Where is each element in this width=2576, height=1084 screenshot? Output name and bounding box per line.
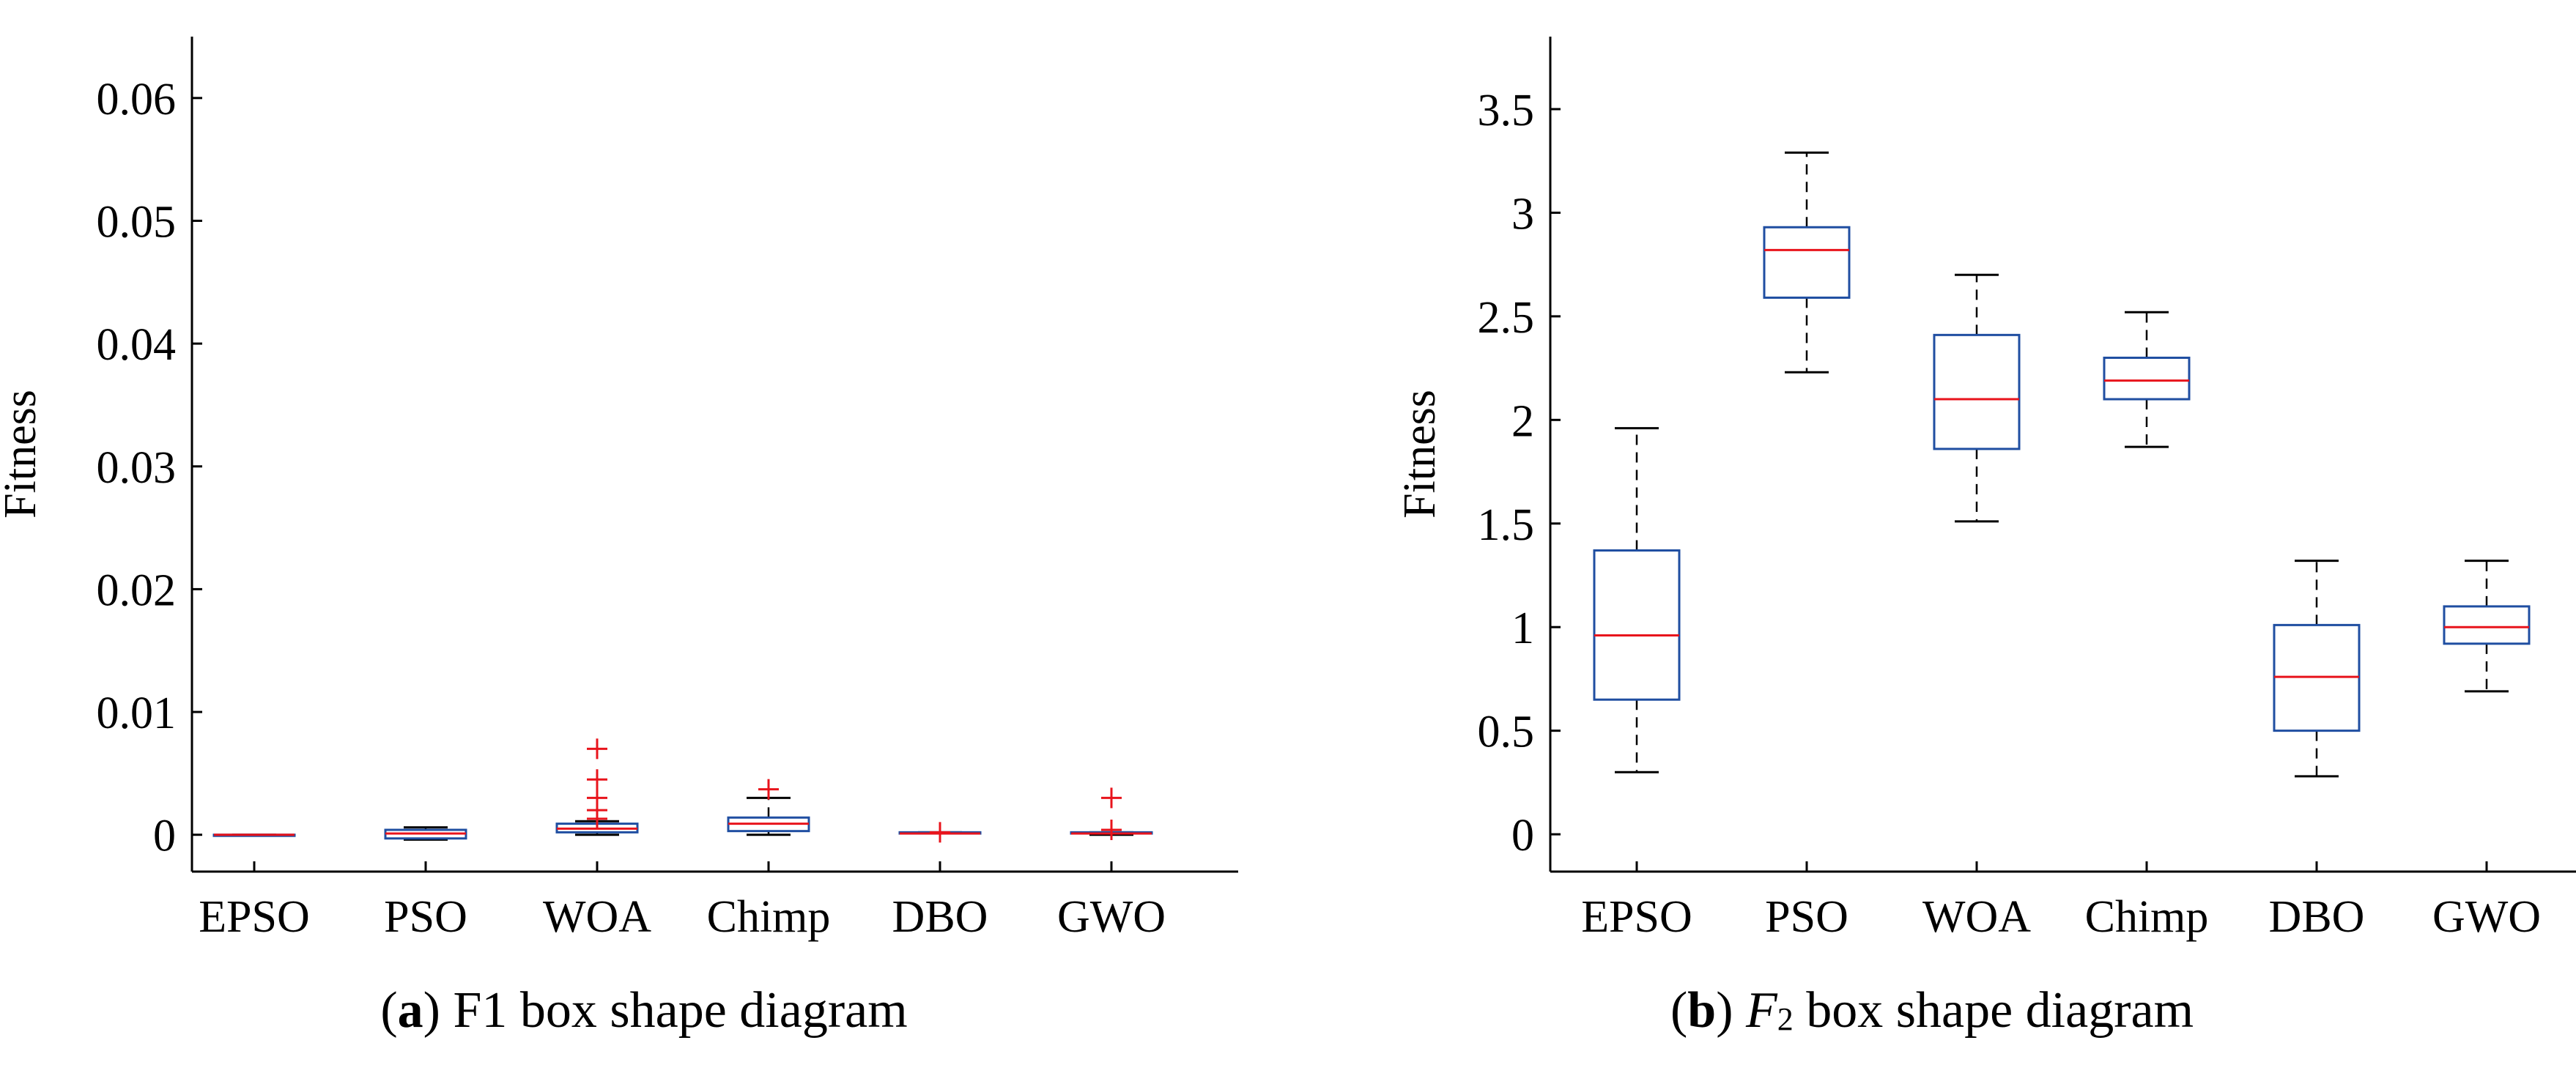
chart-b-x-tick-label: Chimp <box>2085 892 2209 942</box>
chart-a-outlier <box>587 738 607 760</box>
chart-a-y-axis-label: Fitness <box>0 390 45 519</box>
chart-b-y-tick-label: 3 <box>1511 189 1534 239</box>
caption-a-letter: a <box>397 982 423 1039</box>
chart-b-svg: 0 0.5 1 1.5 2 2.5 3 3.5 Fitness EPSO PSO WOA Chimp DB… <box>1395 37 2576 942</box>
chart-a-x-tick-label: Chimp <box>707 892 831 942</box>
caption-b-symbol: F <box>1746 982 1777 1039</box>
panel-a: 0 0.01 0.02 0.03 0.04 0.05 0.06 Fitness EPSO PSO W… <box>0 37 1238 1039</box>
chart-b-y-tick-label: 3.5 <box>1478 86 1535 136</box>
chart-a-outlier <box>1101 820 1122 840</box>
chart-a-x-tick-label: EPSO <box>199 892 310 942</box>
chart-a-x-tick-label: GWO <box>1057 892 1166 942</box>
chart-b-x-tick-label: GWO <box>2432 892 2541 942</box>
caption-b-sub: 2 <box>1777 1001 1794 1038</box>
chart-b-box <box>1763 226 1851 299</box>
chart-b-box <box>1593 549 1681 701</box>
chart-a-outlier <box>587 769 607 790</box>
chart-a-y-tick-label: 0.03 <box>97 443 177 493</box>
caption-b-letter: b <box>1687 982 1717 1039</box>
chart-b-x-tick-label: PSO <box>1765 892 1848 942</box>
panel-b: 0 0.5 1 1.5 2 2.5 3 3.5 Fitness EPSO PSO WOA Chimp DB… <box>1288 0 2576 1084</box>
chart-a-svg: 0 0.01 0.02 0.03 0.04 0.05 0.06 Fitness EPSO PSO W… <box>0 37 1238 942</box>
caption-a-text: F1 box shape diagram <box>453 982 908 1039</box>
chart-b-x-tick-label: DBO <box>2269 892 2365 942</box>
caption-b: (b) F2 box shape diagram <box>1670 982 2194 1039</box>
chart-a-y-tick-label: 0.06 <box>97 75 177 125</box>
chart-b-y-tick-label: 0.5 <box>1478 708 1535 757</box>
chart-a-outlier <box>1101 787 1122 809</box>
chart-a-outlier <box>587 787 607 809</box>
caption-a: (a) F1 box shape diagram <box>380 982 908 1039</box>
chart-b-y-tick-label: 0 <box>1511 811 1534 861</box>
chart-a-x-tick-label: DBO <box>892 892 988 942</box>
chart-b-box <box>2443 605 2531 645</box>
chart-b-x-tick-label: WOA <box>1922 892 2031 942</box>
chart-a-y-tick-label: 0.05 <box>97 197 177 247</box>
chart-b-box <box>1933 333 2021 450</box>
caption-b-text: box shape diagram <box>1806 982 2194 1039</box>
chart-a-outlier <box>758 779 779 800</box>
chart-a-y-tick-label: 0 <box>153 812 176 861</box>
chart-b-y-axis-label: Fitness <box>1395 390 1445 519</box>
chart-a-x-tick-label: WOA <box>543 892 651 942</box>
chart-a-y-tick-label: 0.01 <box>97 688 177 738</box>
chart-a-y-tick-label: 0.02 <box>97 565 177 615</box>
chart-b-y-tick-label: 2 <box>1511 396 1534 446</box>
chart-b-x-tick-label: EPSO <box>1581 892 1692 942</box>
chart-a-outlier <box>930 822 950 843</box>
chart-a-y-tick-label: 0.04 <box>97 320 177 370</box>
chart-b-y-tick-label: 1.5 <box>1478 500 1535 550</box>
chart-b-y-tick-label: 1 <box>1511 604 1534 653</box>
chart-b-y-tick-label: 2.5 <box>1478 293 1535 343</box>
chart-b-box <box>2103 356 2191 401</box>
chart-a-x-tick-label: PSO <box>384 892 467 942</box>
